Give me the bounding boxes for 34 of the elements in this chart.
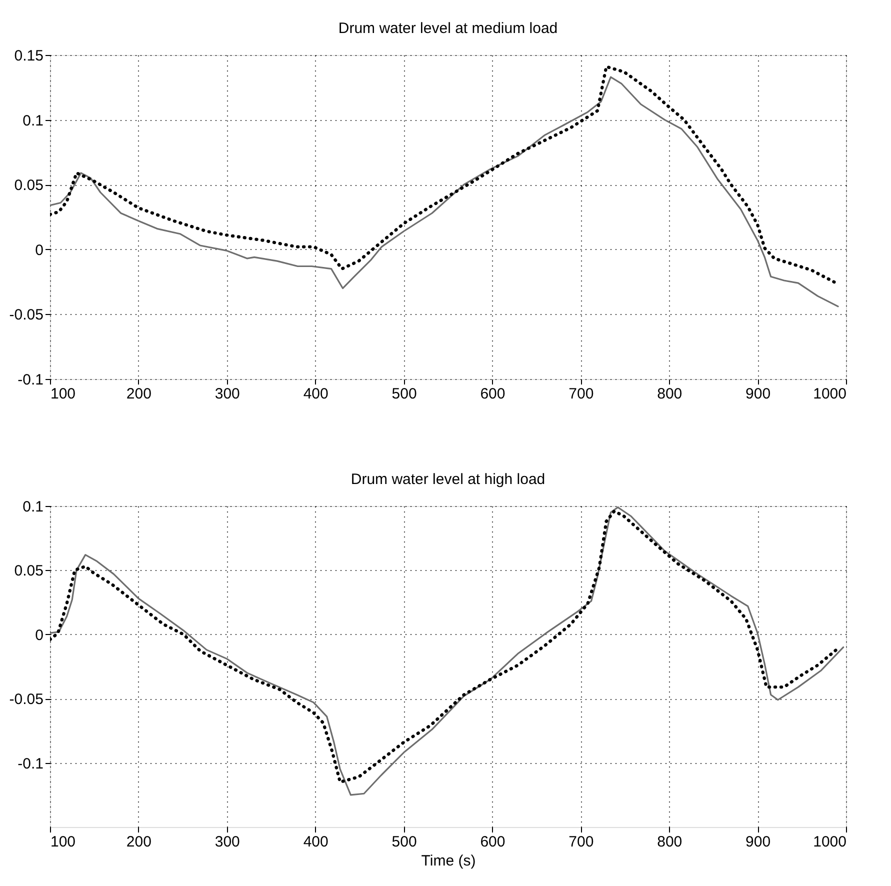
- x-tick-label: 800: [657, 834, 682, 850]
- y-tick-label: -0.05: [9, 306, 44, 324]
- chart-title: Drum water level at high load: [350, 471, 546, 488]
- y-tick-label: 0.1: [22, 112, 44, 130]
- x-tick-label: 200: [126, 834, 152, 850]
- x-tick-label: 400: [303, 386, 328, 402]
- x-tick-label: 900: [746, 834, 771, 850]
- x-tick-label: 300: [214, 834, 240, 850]
- x-tick-label: 700: [568, 386, 594, 402]
- x-tick-label: 400: [303, 834, 328, 850]
- x-tick-label: 200: [126, 386, 152, 402]
- x-tick-label: 1000: [813, 834, 846, 850]
- x-tick-label: 600: [480, 386, 506, 402]
- y-tick-label: 0.05: [14, 562, 44, 580]
- y-tick-label: 0.15: [14, 48, 44, 64]
- y-tick-label: -0.1: [18, 755, 44, 772]
- y-tick-label: 0: [35, 626, 44, 644]
- x-tick-label: 900: [746, 386, 771, 402]
- x-tick-label: 700: [568, 834, 594, 850]
- x-tick-label: 100: [50, 834, 76, 850]
- y-tick-label: 0: [35, 242, 44, 259]
- y-tick-label: 0.05: [14, 177, 44, 194]
- x-tick-label: 300: [214, 386, 240, 402]
- x-tick-label: 500: [392, 386, 417, 402]
- x-tick-label: 1000: [813, 386, 846, 402]
- x-tick-label: 800: [657, 386, 682, 402]
- y-tick-label: -0.05: [9, 691, 44, 708]
- x-tick-label: 500: [392, 834, 417, 850]
- x-tick-label: 600: [480, 834, 506, 850]
- chart-title: Drum water level at medium load: [338, 20, 558, 37]
- x-axis-title: Time (s): [421, 852, 476, 870]
- y-tick-label: 0.1: [22, 498, 44, 516]
- y-tick-label: -0.1: [18, 372, 44, 388]
- x-tick-label: 100: [50, 386, 76, 402]
